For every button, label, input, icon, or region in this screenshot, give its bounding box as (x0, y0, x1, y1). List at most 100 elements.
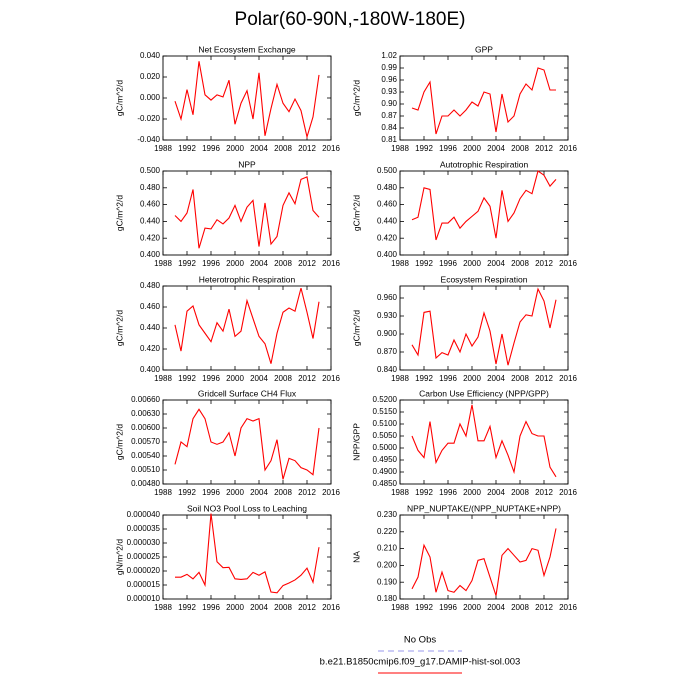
panel: Ecosystem Respiration gC/m^2/d 0.840 0.870 0… (351, 274, 577, 383)
panel-title: Heterotrophic Respiration (199, 274, 296, 284)
x-tick-label: 1996 (202, 374, 220, 383)
y-tick-label: 0.5100 (373, 419, 398, 428)
panel-title: Autotrophic Respiration (440, 159, 529, 169)
x-tick-label: 2012 (298, 374, 316, 383)
y-tick-label: 0.000020 (127, 566, 161, 575)
legend-label: No Obs (404, 635, 436, 646)
x-tick-label: 2012 (298, 144, 316, 153)
y-tick-label: 0.960 (377, 293, 398, 302)
y-tick-label: 0.90 (381, 99, 397, 108)
y-tick-label: 0.00480 (131, 479, 160, 488)
y-tick-label: 1.02 (381, 51, 397, 60)
x-tick-label: 2016 (559, 144, 577, 153)
y-tick-label: 0.020 (140, 72, 161, 81)
x-tick-label: 2016 (322, 144, 340, 153)
y-tick-label: 0.480 (140, 183, 161, 192)
y-tick-label: 0.99 (381, 63, 397, 72)
y-tick-label: 0.000040 (127, 510, 161, 519)
y-tick-label: 0.460 (140, 200, 161, 209)
x-tick-label: 1988 (391, 144, 409, 153)
y-tick-label: 0.440 (140, 217, 161, 226)
y-axis-label: NPP/GPP (351, 423, 361, 461)
x-tick-label: 1996 (202, 488, 220, 497)
y-tick-label: 0.4850 (373, 479, 398, 488)
y-tick-label: 0.00630 (131, 409, 160, 418)
y-tick-label: 0.460 (140, 302, 161, 311)
panel-title: Soil NO3 Pool Loss to Leaching (187, 503, 307, 513)
x-tick-label: 2008 (511, 259, 529, 268)
y-tick-label: 0.220 (377, 527, 398, 536)
x-tick-label: 1992 (178, 603, 196, 612)
x-tick-label: 2000 (226, 603, 244, 612)
x-tick-label: 2016 (559, 488, 577, 497)
y-tick-label: 0.420 (140, 233, 161, 242)
x-tick-label: 2016 (559, 374, 577, 383)
y-tick-label: 0.000030 (127, 538, 161, 547)
x-tick-label: 1996 (202, 144, 220, 153)
x-tick-label: 2004 (487, 144, 505, 153)
panel: GPP gC/m^2/d 0.81 0.84 0.87 0.90 0.93 0.96 0.99 1… (351, 44, 577, 153)
y-tick-label: 0.000025 (127, 552, 161, 561)
y-tick-label: 0.00540 (131, 451, 160, 460)
y-tick-label: 0.00510 (131, 465, 160, 474)
y-tick-label: 0.400 (140, 250, 161, 259)
panel: NPP gC/m^2/d 0.400 0.420 0.440 0.460 0.480 0.50… (114, 159, 340, 268)
y-tick-label: 0.000015 (127, 580, 161, 589)
y-axis-label: gC/m^2/d (351, 80, 361, 116)
panel-title: NPP (238, 159, 256, 169)
x-tick-label: 2000 (226, 374, 244, 383)
x-tick-label: 2004 (487, 374, 505, 383)
plot-frame (162, 285, 332, 371)
y-tick-label: 0.440 (377, 217, 398, 226)
x-tick-label: 2016 (322, 488, 340, 497)
panel-title: Net Ecosystem Exchange (198, 44, 296, 54)
y-tick-label: 0.5200 (373, 395, 398, 404)
x-tick-label: 2016 (559, 259, 577, 268)
x-tick-label: 2012 (298, 603, 316, 612)
x-tick-label: 2004 (487, 488, 505, 497)
y-tick-label: 0.84 (381, 123, 397, 132)
y-tick-label: 0.000 (140, 93, 161, 102)
plot-frame (399, 285, 569, 371)
y-tick-label: 0.4900 (373, 467, 398, 476)
x-tick-label: 2000 (226, 144, 244, 153)
x-tick-label: 2000 (226, 259, 244, 268)
data-line (411, 404, 557, 478)
x-tick-label: 1992 (415, 259, 433, 268)
x-tick-label: 2012 (535, 488, 553, 497)
x-tick-label: 1992 (178, 488, 196, 497)
plot-frame (399, 514, 569, 600)
plot-frame (399, 399, 569, 485)
x-tick-label: 2004 (487, 259, 505, 268)
x-tick-label: 2008 (511, 374, 529, 383)
panel-title: GPP (475, 44, 493, 54)
plot-frame (162, 514, 332, 600)
x-tick-label: 2008 (511, 488, 529, 497)
x-tick-label: 2012 (298, 259, 316, 268)
x-tick-label: 2016 (322, 374, 340, 383)
x-tick-label: 2016 (322, 603, 340, 612)
x-tick-label: 2004 (250, 259, 268, 268)
x-tick-label: 2008 (274, 259, 292, 268)
y-tick-label: 0.87 (381, 111, 397, 120)
panel-title: Carbon Use Efficiency (NPP/GPP) (419, 388, 549, 398)
y-tick-label: 0.230 (377, 510, 398, 519)
y-tick-label: 0.180 (377, 594, 398, 603)
legend: No Obs b.e21.B1850cmip6.f09_g17.DAMIP-his… (320, 635, 520, 674)
y-axis-label: gC/m^2/d (114, 310, 124, 346)
x-tick-label: 1988 (391, 488, 409, 497)
data-line (174, 61, 320, 140)
x-tick-label: 1996 (202, 259, 220, 268)
y-tick-label: 0.840 (377, 365, 398, 374)
y-tick-label: 0.210 (377, 544, 398, 553)
y-tick-label: 0.5150 (373, 407, 398, 416)
x-tick-label: 1996 (439, 259, 457, 268)
x-tick-label: 1988 (154, 144, 172, 153)
data-line (411, 287, 557, 366)
y-tick-label: 0.480 (140, 281, 161, 290)
x-tick-label: 2012 (535, 259, 553, 268)
x-tick-label: 1988 (154, 603, 172, 612)
y-axis-label: NA (351, 551, 361, 563)
